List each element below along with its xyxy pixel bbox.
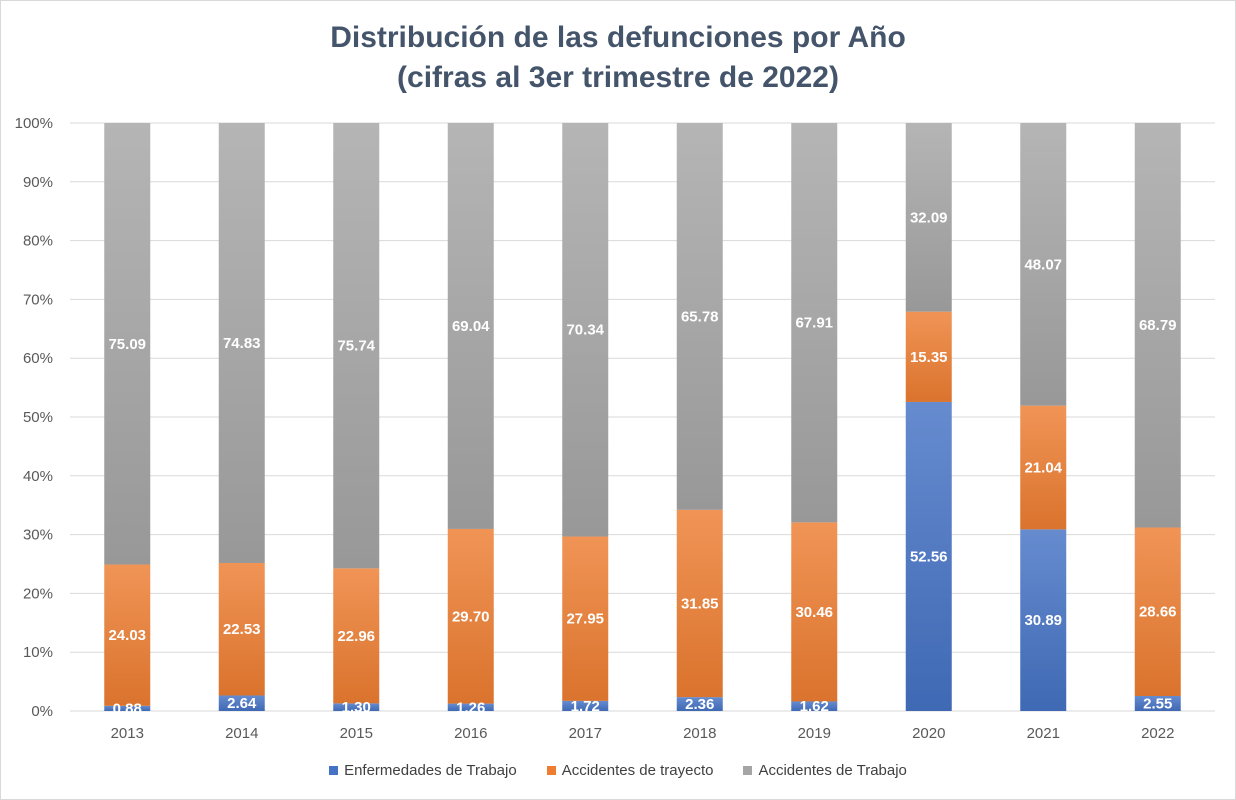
data-label: 30.46 [795,604,833,621]
data-label: 52.56 [910,548,948,565]
bar-segment [676,697,723,711]
x-tick-label: 2016 [454,725,487,742]
legend-item: Accidentes de Trabajo [743,762,907,779]
bar-segment [1020,405,1067,530]
data-label: 65.78 [681,308,719,325]
data-label: 24.03 [108,627,146,644]
y-tick-label: 90% [23,174,53,191]
y-tick-label: 10% [23,644,53,661]
data-label: 22.53 [223,621,261,638]
y-tick-label: 0% [31,703,53,720]
data-label: 1.62 [800,698,829,715]
bar-segment [905,123,952,312]
y-tick-label: 100% [15,115,53,132]
data-label: 15.35 [910,349,948,366]
legend-label: Accidentes de Trabajo [758,762,907,779]
data-label: 2.36 [685,696,714,713]
data-label: 31.85 [681,595,719,612]
bar-segment [333,123,380,569]
bar-segment [562,122,609,537]
x-tick-label: 2014 [225,725,258,742]
data-label: 28.66 [1139,604,1177,621]
data-label: 29.70 [452,608,490,625]
bar-segment [791,701,838,711]
legend-label: Enfermedades de Trabajo [344,762,517,779]
bar-segment [447,703,494,711]
chart-subtitle: (cifras al 3er trimestre de 2022) [397,61,839,94]
bar-segment [1020,529,1067,711]
data-label: 22.96 [337,628,375,645]
data-label: 75.09 [108,336,146,353]
legend-item: Accidentes de trayecto [546,762,714,779]
legend-swatch [329,766,339,775]
y-tick-label: 50% [23,409,53,426]
data-label: 21.04 [1024,460,1062,477]
data-label: 32.09 [910,209,948,226]
bar-segment [447,123,494,529]
bar-segment [333,568,380,704]
bar-segment [562,536,609,701]
data-label: 1.30 [342,699,371,716]
x-tick-label: 2017 [569,725,602,742]
bar-segment [1020,123,1067,406]
bar-segment [218,695,265,711]
bar-segment [447,528,494,704]
bar-segment [562,700,609,711]
bar-segment [676,123,723,510]
bar-segment [333,703,380,711]
x-tick-label: 2013 [111,725,144,742]
y-tick-label: 70% [23,291,53,308]
data-label: 1.26 [456,699,485,716]
x-tick-label: 2015 [340,725,373,742]
bar-segment [104,705,151,711]
data-label: 2.55 [1143,696,1172,713]
bar-segment [676,509,723,698]
bar-segment [1134,123,1181,528]
x-tick-label: 2020 [912,725,945,742]
bar-segment [1134,696,1181,711]
data-label: 70.34 [566,322,604,339]
bar-segment [104,123,151,565]
bar-segment [218,123,265,564]
bar-segment [218,563,265,696]
x-tick-label: 2022 [1141,725,1174,742]
data-label: 67.91 [795,315,833,332]
legend-swatch [743,766,753,775]
x-tick-label: 2018 [683,725,716,742]
data-label: 2.64 [227,695,257,712]
data-label: 75.74 [337,338,375,355]
data-label: 74.83 [223,335,261,352]
y-tick-label: 40% [23,468,53,485]
chart-title: Distribución de las defunciones por Año [330,21,906,54]
legend-item: Enfermedades de Trabajo [329,762,517,779]
y-tick-label: 20% [23,585,53,602]
bar-segment [905,401,952,711]
y-tick-label: 60% [23,350,53,367]
data-label: 27.95 [566,611,604,628]
legend-label: Accidentes de trayecto [561,762,714,779]
legend-swatch [546,766,556,775]
chart-title-block: Distribución de las defunciones por Año … [0,18,1236,98]
data-label: 69.04 [452,318,490,335]
x-tick-label: 2021 [1027,725,1060,742]
bar-segment [791,522,838,702]
y-tick-label: 30% [23,527,53,544]
y-tick-label: 80% [23,233,53,250]
data-label: 0.88 [113,700,142,717]
chart-legend: Enfermedades de Trabajo Accidentes de tra… [0,762,1236,779]
bar-segment [1134,527,1181,697]
bar-segment [905,311,952,402]
data-label: 1.72 [571,698,600,715]
bar-segment [791,123,838,523]
data-label: 30.89 [1024,612,1062,629]
bar-segment [104,564,151,706]
data-label: 68.79 [1139,317,1177,334]
x-tick-label: 2019 [798,725,831,742]
data-label: 48.07 [1024,256,1062,273]
